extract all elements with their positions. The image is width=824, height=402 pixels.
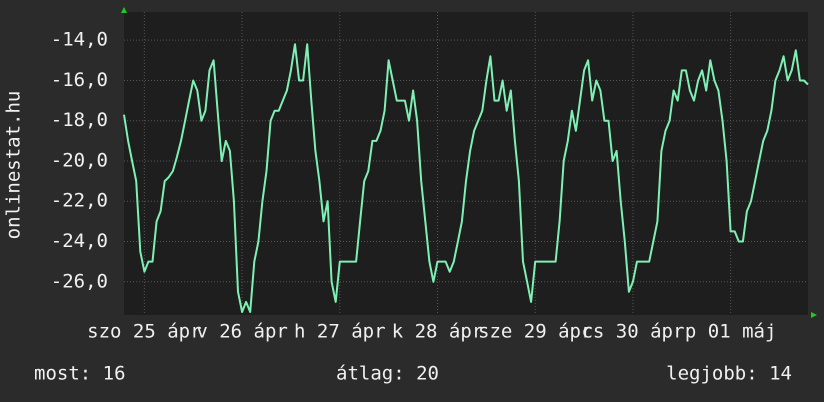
y-axis-label: onlinestat.hu <box>3 91 25 240</box>
y-tick-label: -20,0 <box>51 149 108 171</box>
y-tick-label: -16,0 <box>51 69 108 91</box>
x-tick-label: sze 29 ápr <box>478 321 592 343</box>
x-tick-label: v 26 ápr <box>196 321 288 343</box>
x-tick-label: szo 25 ápr <box>87 321 201 343</box>
y-arrow <box>121 7 127 13</box>
x-arrow <box>811 312 817 318</box>
x-tick-label: cs 30 ápr <box>581 321 684 343</box>
y-tick-label: -22,0 <box>51 190 108 212</box>
line <box>123 43 809 313</box>
footer-best: legjobb: 14 <box>666 363 792 385</box>
x-tick-label: h 27 ápr <box>294 321 386 343</box>
plot-area <box>124 12 808 315</box>
footer-average: átlag: 20 <box>336 363 439 385</box>
y-tick-label: -14,0 <box>51 29 108 51</box>
x-tick-label: k 28 ápr <box>392 321 484 343</box>
y-tick-label: -26,0 <box>51 270 108 292</box>
footer-current: most: 16 <box>34 363 126 385</box>
y-tick-label: -24,0 <box>51 230 108 252</box>
x-tick-label: p 01 máj <box>685 321 777 343</box>
y-tick-label: -18,0 <box>51 109 108 131</box>
